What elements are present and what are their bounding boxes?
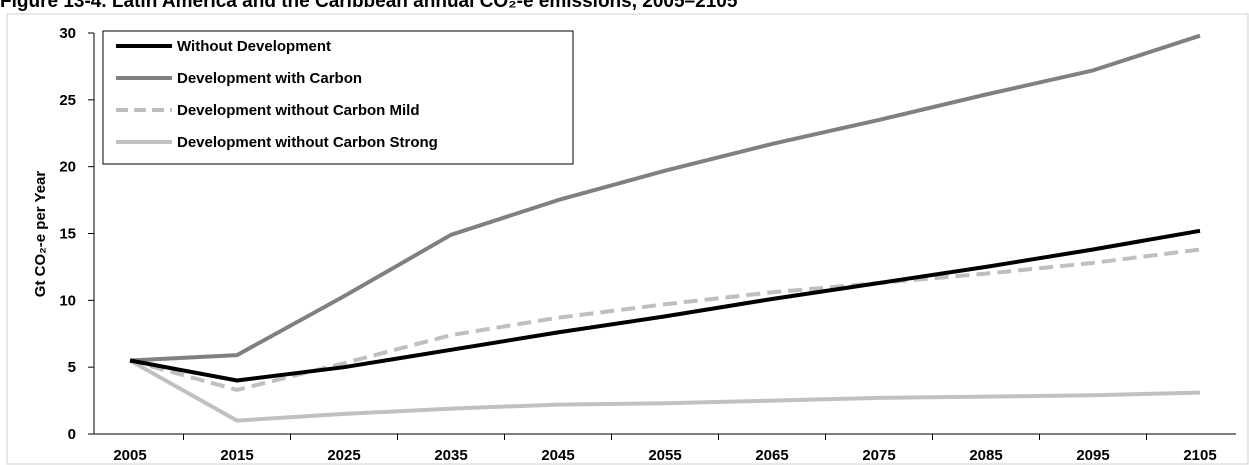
legend-label: Development without Carbon Mild <box>177 102 420 119</box>
plot-area-frame <box>6 13 1249 465</box>
legend-label: Development without Carbon Strong <box>177 134 438 151</box>
legend: Without Development Development with Carb… <box>102 30 574 165</box>
x-tick-label: 2105 <box>1183 447 1216 464</box>
x-tick-label: 2065 <box>755 447 788 464</box>
legend-box <box>102 30 574 165</box>
x-tick-label: 2025 <box>327 447 360 464</box>
series-line-without-development <box>129 228 1201 383</box>
x-tick-label: 2045 <box>541 447 574 464</box>
y-axis-label-text: Gt CO₂-e per Year <box>32 171 49 298</box>
y-axis-label: Gt CO₂-e per Year <box>32 171 49 298</box>
legend-label: Without Development <box>177 38 331 55</box>
y-tick-label: 25 <box>59 92 76 109</box>
y-tick-label: 30 <box>59 25 76 42</box>
series-line-development-with-carbon <box>129 33 1201 363</box>
x-tick-label: 2035 <box>434 447 467 464</box>
y-tick-label: 5 <box>68 359 76 376</box>
y-tick-label: 20 <box>59 159 76 176</box>
chart-title-strip: Figure 13-4. Latin America and the Carib… <box>0 0 1249 13</box>
legend-label: Development with Carbon <box>177 70 362 87</box>
chart-title: Figure 13-4. Latin America and the Carib… <box>0 0 738 12</box>
y-tick-label: 0 <box>68 426 76 443</box>
x-tick-label: 2055 <box>648 447 681 464</box>
x-tick-label: 2015 <box>220 447 253 464</box>
x-axis-ticks: 2005 2015 2025 2035 2045 2055 2065 2075 2085 2095… <box>113 434 1217 464</box>
x-tick-label: 2095 <box>1076 447 1109 464</box>
x-tick-label: 2075 <box>862 447 895 464</box>
y-tick-label: 10 <box>59 292 76 309</box>
x-tick-label: 2085 <box>969 447 1002 464</box>
y-axis-ticks: 0 5 10 15 20 25 30 <box>59 25 94 443</box>
x-tick-label: 2005 <box>113 447 146 464</box>
y-tick-label: 15 <box>59 226 76 243</box>
series-line-development-without-carbon-mild <box>129 247 1201 392</box>
series-line-development-without-carbon-strong <box>129 358 1201 423</box>
series-lines <box>129 33 1201 423</box>
